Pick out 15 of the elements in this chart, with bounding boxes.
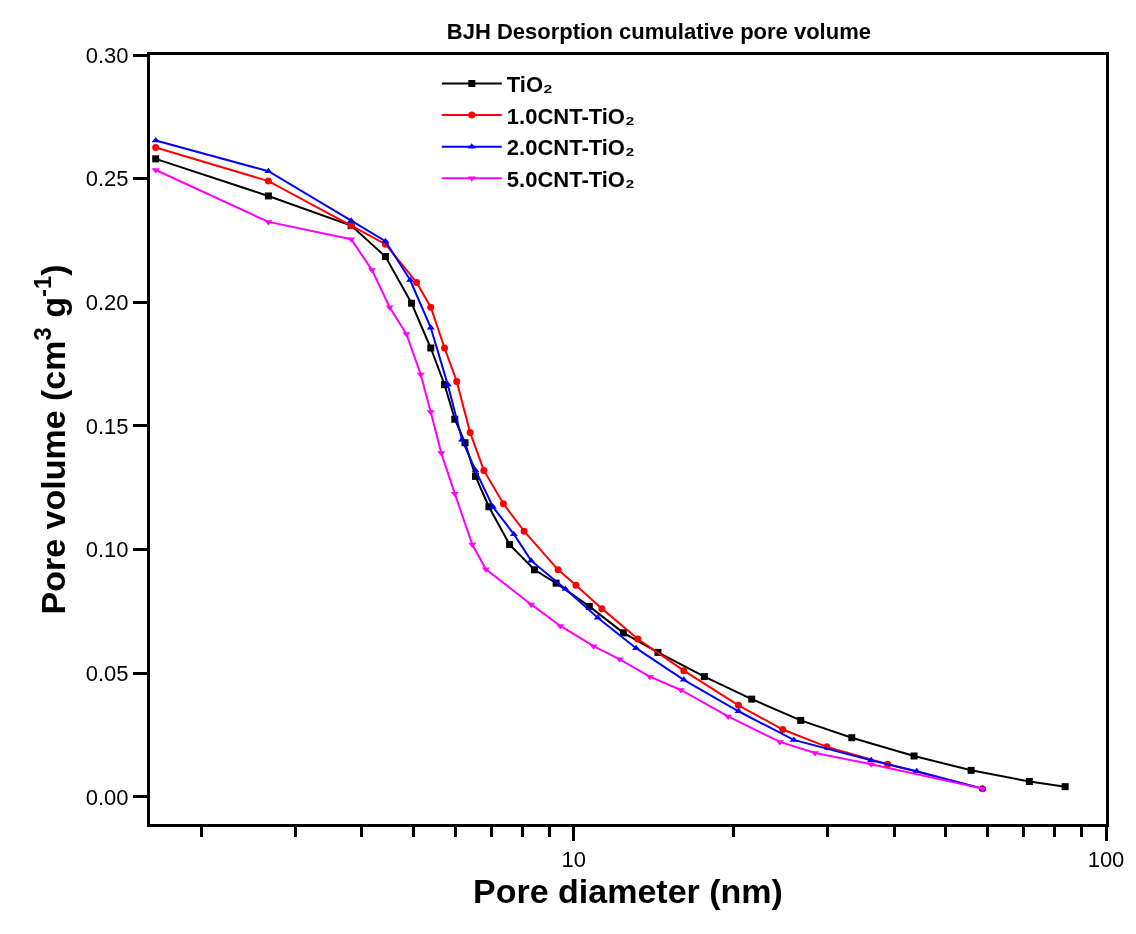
y-tick-label: 0.05 (85, 660, 129, 686)
legend-label: 5.0CNT-TiO₂ (506, 166, 635, 192)
y-tick-label: 0.15 (85, 413, 129, 439)
y-tick-label: 0.20 (85, 289, 129, 315)
y-tick-label: 0.10 (85, 537, 129, 563)
legend-label: 1.0CNT-TiO₂ (506, 103, 635, 129)
y-tick-label: 0.00 (85, 784, 129, 810)
legend-label: 2.0CNT-TiO₂ (506, 135, 635, 161)
x-axis-title: Pore diameter (nm) (473, 872, 783, 911)
y-tick-label: 0.30 (85, 42, 129, 68)
legend-label: TiO₂ (506, 72, 553, 98)
x-tick-label: 10 (561, 847, 586, 873)
y-tick-label: 0.25 (85, 166, 129, 192)
x-tick-label: 100 (1087, 847, 1125, 873)
chart-title: BJH Desorption cumulative pore volume (446, 18, 871, 44)
